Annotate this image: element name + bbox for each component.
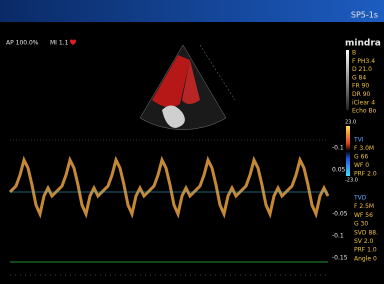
ultrasound-screen: SP5-1s AP 100.0% MI 1.1 mindra -0.1 0.05…: [0, 0, 384, 284]
color-bar-bottom: -23.0: [345, 178, 358, 184]
scale-label: -0.15: [332, 255, 348, 262]
tvi-param: PRF 2.0: [354, 171, 377, 178]
color-bar: [346, 126, 350, 176]
tvd-param: SVD 88.: [354, 229, 378, 236]
scale-label: -0.05: [332, 211, 348, 218]
color-bar-top: 23.0: [345, 120, 356, 126]
tvd-param: WF 56: [354, 212, 373, 219]
gray-bar: [346, 50, 349, 110]
b_mode-param: D 21.0: [352, 66, 372, 73]
tvi-param: TVI: [353, 137, 364, 144]
b_mode-param: Echo Bo: [352, 108, 377, 115]
top-bar: [0, 0, 384, 22]
tvd-param: G 30: [354, 221, 368, 228]
scale-label: -0.1: [332, 233, 344, 240]
scale-label: -0.1: [332, 145, 344, 152]
brand-logo: mindra: [345, 39, 381, 49]
b_mode-param: DR 90: [352, 91, 371, 98]
b_mode-param: B: [352, 50, 356, 57]
b_mode-param: G 84: [352, 74, 366, 81]
tvi-param: G 66: [354, 154, 368, 161]
acoustic-power: AP 100.0%: [6, 40, 39, 47]
tvi-param: F 3.0M: [354, 145, 374, 152]
mechanical-index: MI 1.1: [50, 40, 69, 47]
scale-label: 0.05: [332, 167, 346, 174]
tvd-param: Angle 0: [354, 255, 377, 262]
probe-name: SP5-1s: [351, 11, 378, 20]
tvd-param: SV 2.0: [354, 238, 374, 245]
tvd-param: TVD: [353, 195, 367, 202]
b_mode-param: iClear 4: [352, 99, 375, 106]
b_mode-param: F PH3.4: [352, 58, 375, 65]
b_mode-param: FR 90: [352, 83, 369, 90]
tvd-param: PRF 1.0: [354, 247, 377, 254]
tvd-param: F 2.5M: [354, 203, 374, 210]
tvi-param: WF 0: [354, 162, 369, 169]
